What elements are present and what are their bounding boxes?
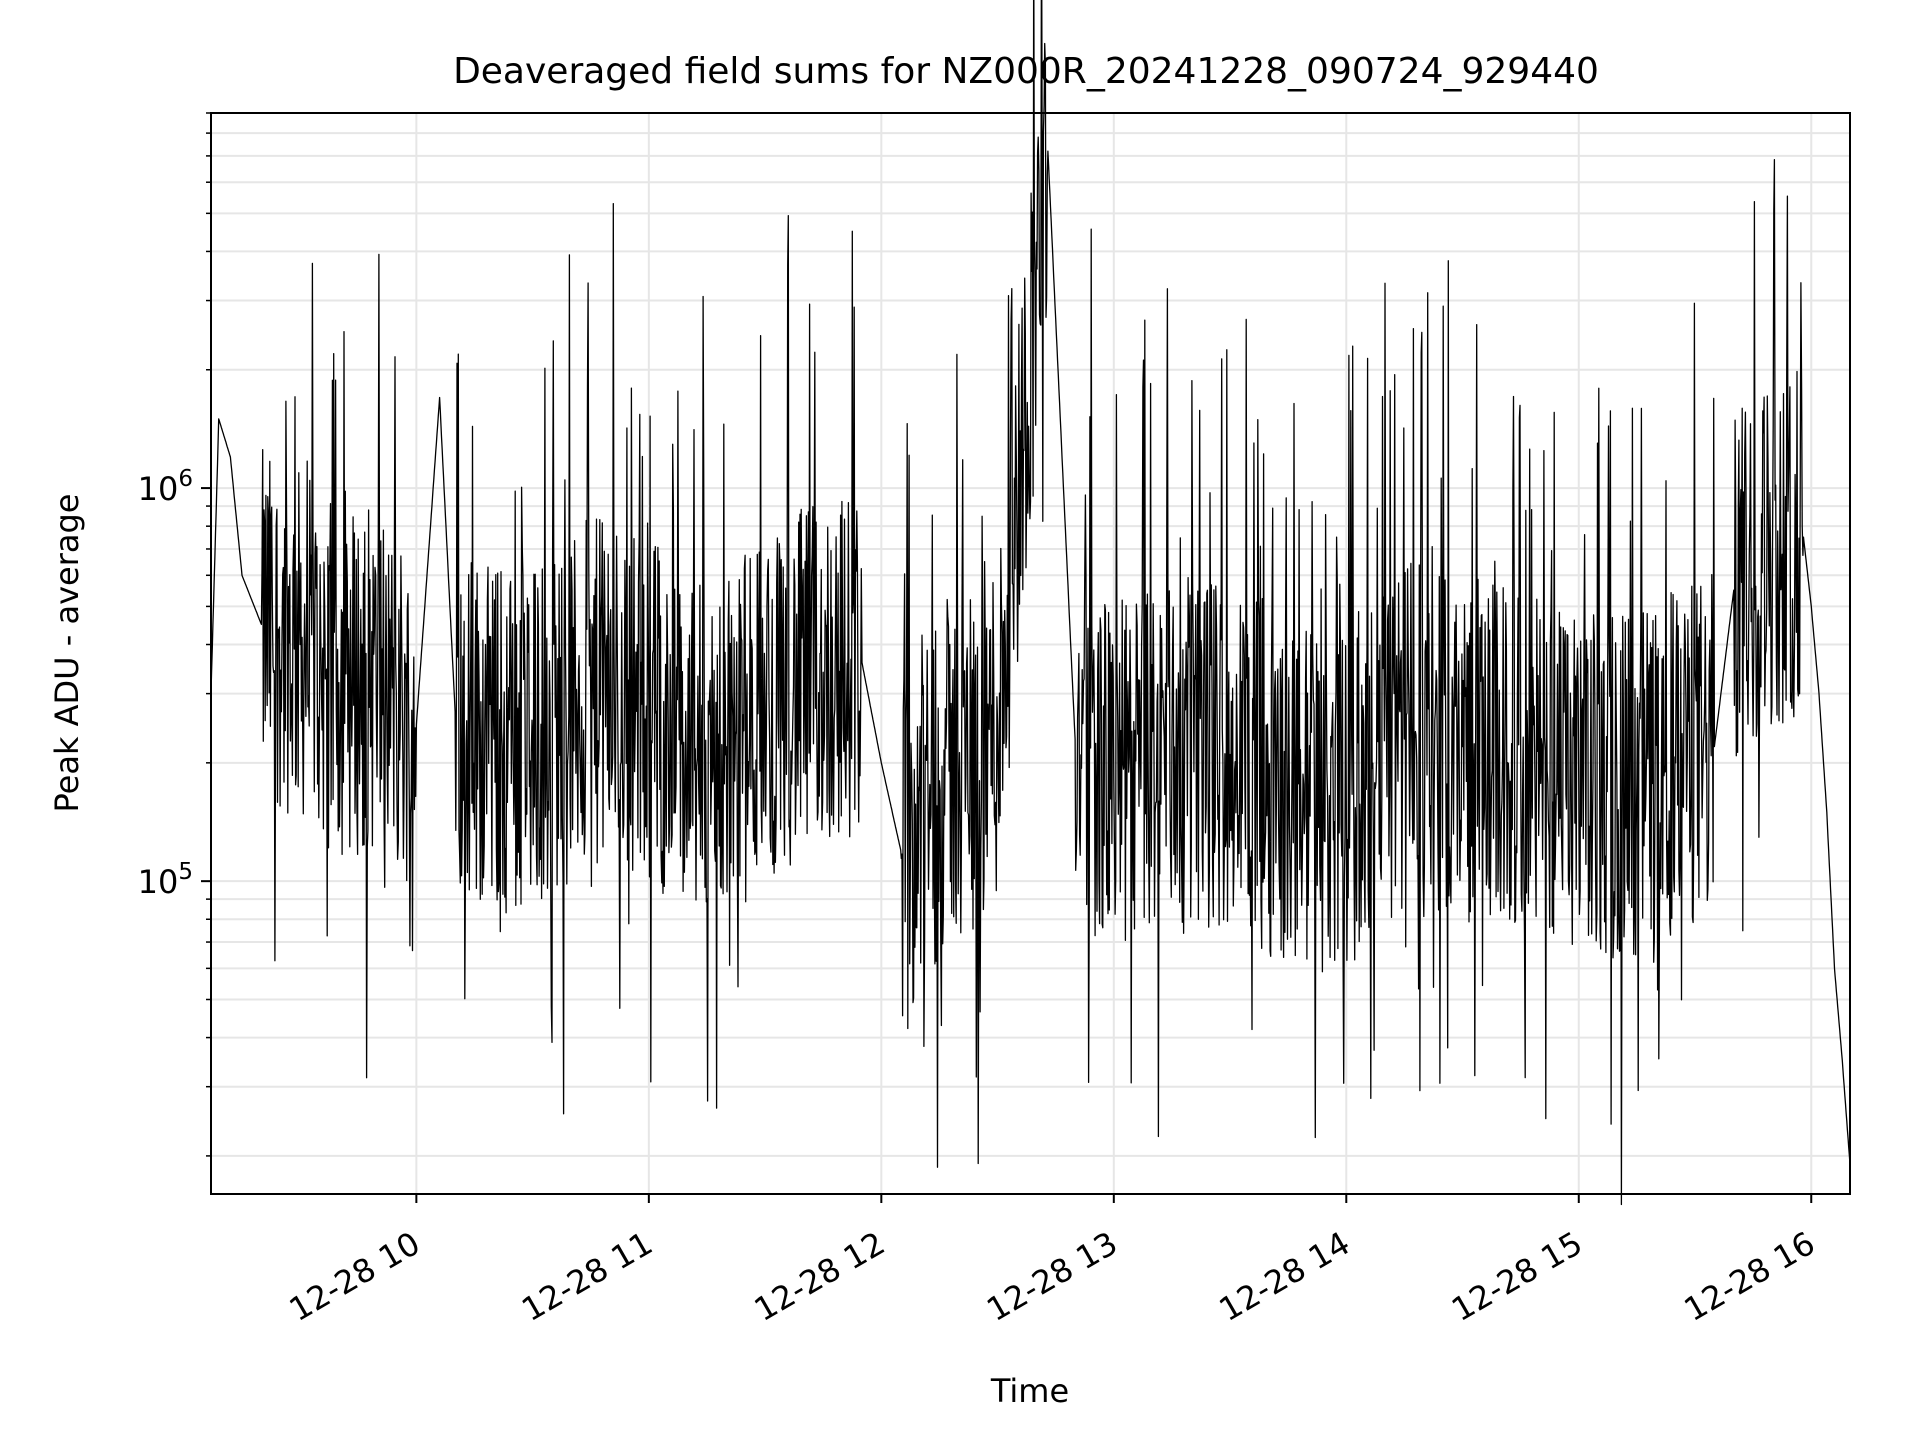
x-axis-label: Time — [990, 1372, 1069, 1410]
y-tick-label: 105 — [138, 859, 193, 901]
y-axis-label: Peak ADU - average — [48, 494, 86, 813]
series-line — [210, 0, 1851, 1206]
y-axis: 105 106 — [138, 112, 211, 1157]
plot-area-frame — [210, 112, 1851, 1195]
chart-title: Deaveraged field sums for NZ000R_2024122… — [453, 51, 1599, 92]
y-tick-label: 106 — [138, 466, 193, 508]
